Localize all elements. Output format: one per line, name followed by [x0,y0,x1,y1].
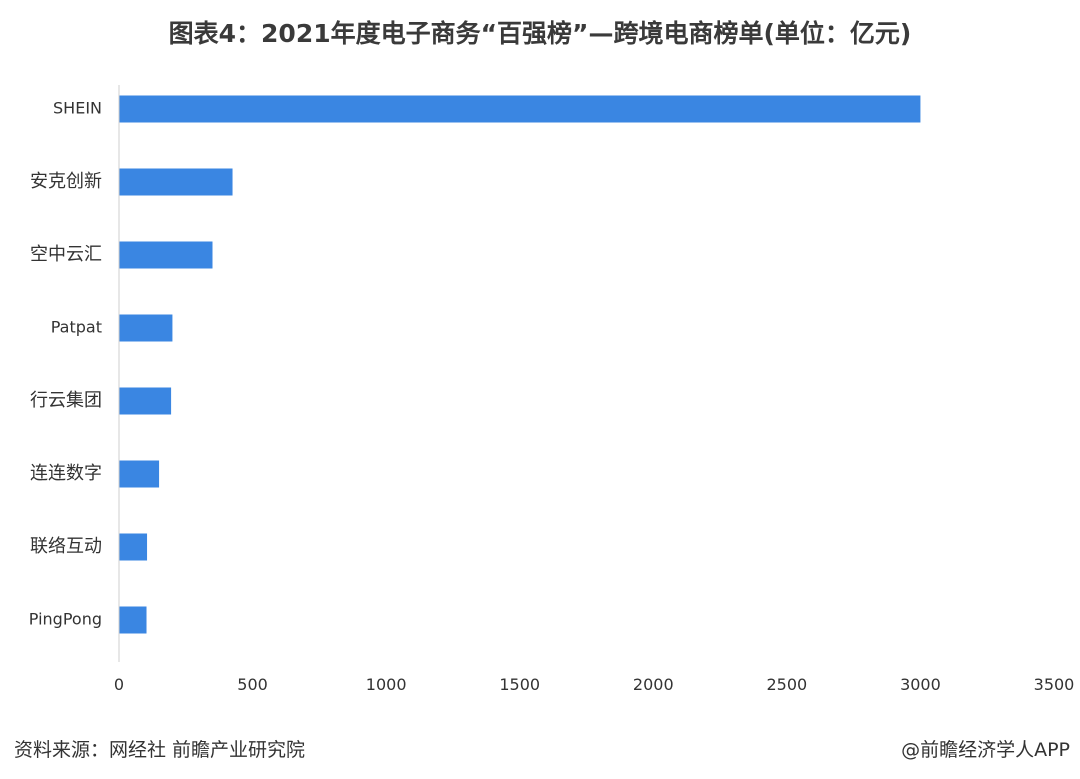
category-label: 行云集团 [30,390,102,411]
category-label: Patpat [51,318,102,337]
x-tick-label: 1000 [366,675,407,694]
category-label: PingPong [29,610,102,629]
x-tick-label: 0 [114,675,124,694]
source-note: 资料来源：网经社 前瞻产业研究院 [14,739,306,761]
bar-6 [119,533,148,561]
category-label: 安克创新 [30,171,102,192]
bar-4 [119,387,172,415]
bar-5 [119,460,160,488]
bars-group [119,95,921,634]
chart-title: 图表4：2021年度电子商务“百强榜”—跨境电商榜单(单位：亿元) [168,19,912,48]
credit-note: @前瞻经济学人APP [901,739,1070,761]
bar-1 [119,168,233,196]
category-label: 空中云汇 [30,244,102,265]
bar-chart: SHEIN安克创新空中云汇Patpat行云集团连连数字联络互动PingPong … [29,85,1074,694]
category-label: SHEIN [53,99,102,118]
bar-7 [119,606,147,634]
category-label: 连连数字 [30,463,102,484]
bar-2 [119,241,213,269]
bar-3 [119,314,173,342]
x-tick-label: 3000 [900,675,941,694]
x-tick-label: 1500 [499,675,540,694]
x-tick-label: 2000 [633,675,674,694]
category-label: 联络互动 [30,536,102,557]
x-tick-label: 2500 [766,675,807,694]
bar-0 [119,95,921,123]
x-tick-labels: 0 500 1000 1500 2000 2500 3000 3500 [114,675,1074,694]
x-tick-label: 500 [237,675,268,694]
x-tick-label: 3500 [1034,675,1075,694]
